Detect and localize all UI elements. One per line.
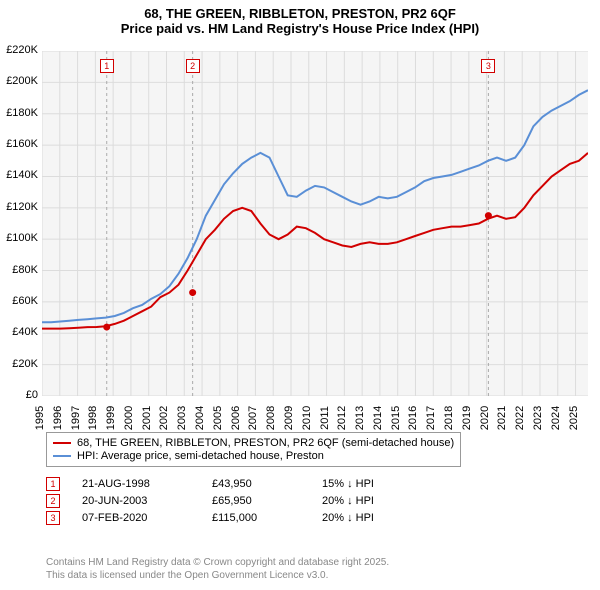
x-axis-tick-label: 2020 — [479, 406, 491, 430]
y-axis-tick-label: £120K — [0, 201, 38, 213]
x-axis-tick-label: 2025 — [568, 406, 580, 430]
y-axis-tick-label: £180K — [0, 107, 38, 119]
x-axis-tick-label: 2003 — [177, 406, 189, 430]
x-axis-tick-label: 1995 — [34, 406, 46, 430]
x-axis-tick-label: 2002 — [159, 406, 171, 430]
chart-marker-3: 3 — [481, 59, 495, 73]
x-axis-tick-label: 2011 — [318, 406, 330, 430]
legend-swatch — [53, 442, 71, 444]
y-axis-tick-label: £200K — [0, 75, 38, 87]
x-axis-tick-label: 2019 — [461, 406, 473, 430]
legend-label: HPI: Average price, semi-detached house,… — [77, 450, 324, 462]
x-axis-tick-label: 2013 — [354, 406, 366, 430]
data-point-marker: 3 — [46, 511, 60, 525]
x-axis-tick-label: 2012 — [337, 406, 349, 430]
legend-row: HPI: Average price, semi-detached house,… — [53, 450, 454, 462]
x-axis-tick-label: 1997 — [70, 406, 82, 430]
x-axis-tick-label: 1996 — [52, 406, 64, 430]
data-point-price: £43,950 — [212, 478, 322, 490]
data-point-price: £115,000 — [212, 512, 322, 524]
data-point-date: 20-JUN-2003 — [82, 495, 212, 507]
chart-legend: 68, THE GREEN, RIBBLETON, PRESTON, PR2 6… — [46, 432, 461, 467]
x-axis-tick-label: 1999 — [105, 406, 117, 430]
legend-row: 68, THE GREEN, RIBBLETON, PRESTON, PR2 6… — [53, 437, 454, 449]
x-axis-tick-label: 2005 — [212, 406, 224, 430]
y-axis-tick-label: £0 — [0, 389, 38, 401]
y-axis-tick-label: £140K — [0, 169, 38, 181]
x-axis-tick-label: 2024 — [550, 406, 562, 430]
x-axis-tick-label: 2010 — [301, 406, 313, 430]
chart-marker-2: 2 — [186, 59, 200, 73]
chart-marker-1: 1 — [100, 59, 114, 73]
data-points-table: 1 21-AUG-1998£43,95015% ↓ HPI 2 20-JUN-2003… — [46, 474, 422, 528]
y-axis-tick-label: £220K — [0, 44, 38, 56]
data-point-pct: 20% ↓ HPI — [322, 512, 422, 524]
x-axis-tick-label: 2015 — [390, 406, 402, 430]
x-axis-tick-label: 2009 — [283, 406, 295, 430]
x-axis-tick-label: 2006 — [230, 406, 242, 430]
y-axis-tick-label: £20K — [0, 358, 38, 370]
data-point-price: £65,950 — [212, 495, 322, 507]
y-axis-tick-label: £100K — [0, 232, 38, 244]
chart-svg — [42, 51, 588, 396]
chart-title-subtitle: Price paid vs. HM Land Registry's House … — [0, 21, 600, 36]
x-axis-tick-label: 2007 — [248, 406, 260, 430]
data-point-row: 3 07-FEB-2020£115,00020% ↓ HPI — [46, 511, 422, 525]
data-point-pct: 20% ↓ HPI — [322, 495, 422, 507]
y-axis-tick-label: £160K — [0, 138, 38, 150]
data-point-pct: 15% ↓ HPI — [322, 478, 422, 490]
data-point-row: 2 20-JUN-2003£65,95020% ↓ HPI — [46, 494, 422, 508]
chart-title-address: 68, THE GREEN, RIBBLETON, PRESTON, PR2 6… — [0, 6, 600, 21]
x-axis-tick-label: 2014 — [372, 406, 384, 430]
data-point-date: 07-FEB-2020 — [82, 512, 212, 524]
x-axis-tick-label: 2018 — [443, 406, 455, 430]
y-axis-tick-label: £40K — [0, 326, 38, 338]
y-axis-tick-label: £60K — [0, 295, 38, 307]
footer-attribution: Contains HM Land Registry data © Crown c… — [46, 556, 389, 582]
data-point-row: 1 21-AUG-1998£43,95015% ↓ HPI — [46, 477, 422, 491]
y-axis-tick-label: £80K — [0, 264, 38, 276]
x-axis-tick-label: 2008 — [265, 406, 277, 430]
x-axis-tick-label: 2021 — [497, 406, 509, 430]
x-axis-tick-label: 2016 — [408, 406, 420, 430]
x-axis-tick-label: 2004 — [194, 406, 206, 430]
legend-label: 68, THE GREEN, RIBBLETON, PRESTON, PR2 6… — [77, 437, 454, 449]
x-axis-tick-label: 1998 — [88, 406, 100, 430]
x-axis-tick-label: 2023 — [532, 406, 544, 430]
footer-line2: This data is licensed under the Open Gov… — [46, 569, 389, 582]
data-point-date: 21-AUG-1998 — [82, 478, 212, 490]
footer-line1: Contains HM Land Registry data © Crown c… — [46, 556, 389, 569]
data-point-marker: 1 — [46, 477, 60, 491]
data-point-marker: 2 — [46, 494, 60, 508]
x-axis-tick-label: 2017 — [426, 406, 438, 430]
x-axis-tick-label: 2000 — [123, 406, 135, 430]
legend-swatch — [53, 455, 71, 457]
x-axis-tick-label: 2022 — [514, 406, 526, 430]
x-axis-tick-label: 2001 — [141, 406, 153, 430]
